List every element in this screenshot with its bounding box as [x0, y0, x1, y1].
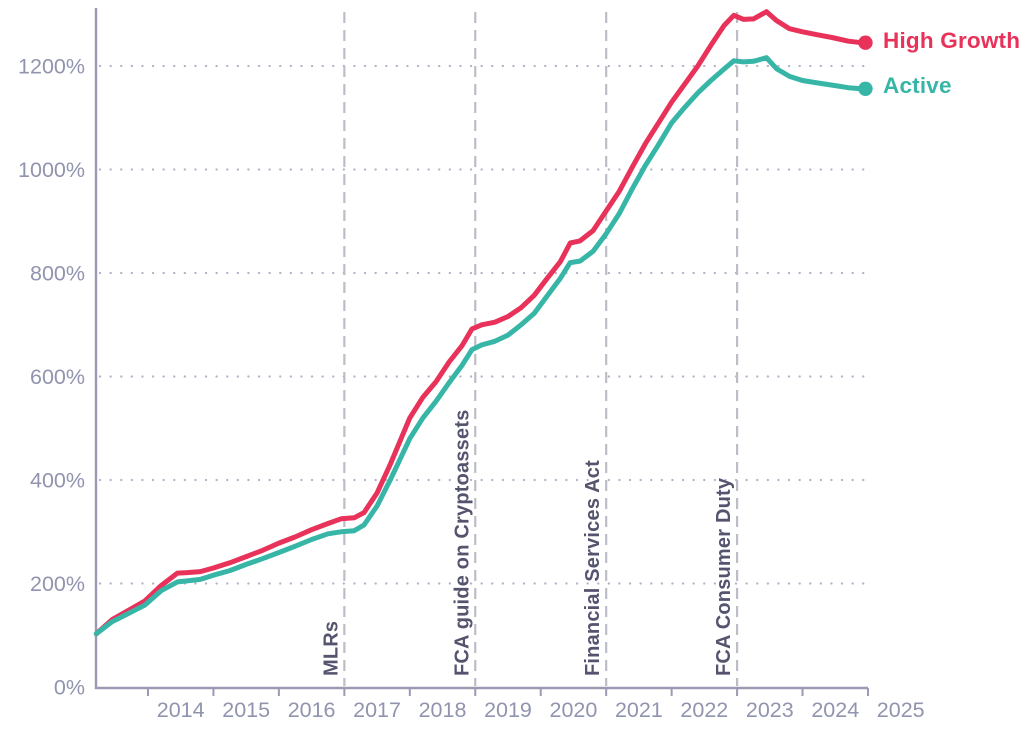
series-end-dot-active	[858, 81, 873, 96]
x-tick-label-2021: 2021	[615, 698, 663, 722]
series-label-high-growth: High Growth	[883, 28, 1020, 53]
gridlines-group	[98, 64, 870, 585]
series-line-high-growth	[93, 9, 864, 637]
event-lines-group	[343, 12, 739, 686]
event-label-fca-consumer-duty: FCA Consumer Duty	[713, 477, 735, 676]
y-tick-label-800: 800%	[30, 262, 85, 286]
x-tick-label-2020: 2020	[550, 698, 598, 722]
x-tick-label-2023: 2023	[746, 698, 794, 722]
event-label-fca-guide-on-cryptoassets: FCA guide on Cryptoassets	[451, 409, 473, 676]
y-tick-label-200: 200%	[30, 572, 85, 596]
y-tick-label-400: 400%	[30, 469, 85, 493]
x-tick-label-2017: 2017	[353, 698, 401, 722]
y-tick-label-600: 600%	[30, 365, 85, 389]
axes-group	[94, 8, 869, 696]
x-tick-label-2022: 2022	[680, 698, 728, 722]
labels-group: High Growth Active 0% 200% 400% 600% 800% 100…	[18, 28, 1020, 722]
x-tick-label-2018: 2018	[419, 698, 467, 722]
y-tick-label-0: 0%	[54, 676, 85, 700]
y-tick-label-1000: 1000%	[18, 158, 85, 182]
x-tick-label-2019: 2019	[484, 698, 532, 722]
series-line-active	[93, 55, 864, 637]
x-tick-label-2016: 2016	[288, 698, 336, 722]
y-tick-label-1200: 1200%	[18, 55, 85, 79]
event-label-mlrs: MLRs	[320, 621, 342, 676]
axis-lines	[94, 8, 868, 690]
event-label-financial-services-act: Financial Services Act	[582, 460, 604, 676]
x-tick-label-2015: 2015	[222, 698, 270, 722]
series-end-dot-high-growth	[858, 35, 873, 50]
series-lines-group	[93, 9, 873, 637]
x-tick-label-2024: 2024	[811, 698, 859, 722]
series-label-active: Active	[883, 73, 952, 98]
x-tick-label-2014: 2014	[157, 698, 205, 722]
x-tick-label-2025: 2025	[877, 698, 925, 722]
